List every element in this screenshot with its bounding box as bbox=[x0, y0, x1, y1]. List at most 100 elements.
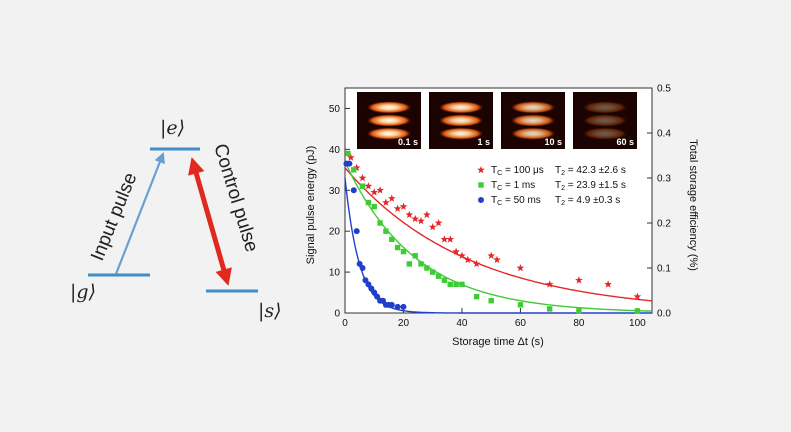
legend-marker-square bbox=[478, 182, 484, 188]
x-tick-label: 40 bbox=[456, 318, 468, 329]
data-point-square bbox=[377, 220, 383, 226]
data-point-star bbox=[376, 186, 384, 194]
data-point-star bbox=[405, 210, 414, 219]
control-pulse-arrow bbox=[188, 157, 232, 286]
inset-lobe bbox=[509, 127, 557, 140]
y-tick-label: 30 bbox=[329, 186, 341, 197]
data-point-star bbox=[364, 182, 373, 190]
data-point-circle bbox=[359, 265, 366, 271]
data-point-star bbox=[428, 223, 437, 231]
data-point-square bbox=[406, 261, 413, 267]
data-point-star bbox=[633, 292, 642, 300]
data-point-star bbox=[358, 174, 367, 182]
inset-label: 1 s bbox=[477, 137, 490, 147]
data-point-square bbox=[424, 265, 430, 271]
data-point-square bbox=[576, 308, 582, 314]
data-point-square bbox=[418, 261, 424, 267]
data-point-square bbox=[441, 277, 448, 283]
y-tick-label: 0 bbox=[334, 309, 340, 320]
data-point-star bbox=[440, 235, 449, 243]
data-point-star bbox=[411, 214, 419, 223]
data-point-square bbox=[359, 183, 366, 189]
data-point-circle bbox=[400, 303, 407, 310]
x-tick-label: 80 bbox=[573, 318, 585, 329]
inset-lobe bbox=[509, 101, 557, 114]
y2-tick-label: 0.3 bbox=[657, 174, 671, 185]
legend-marker-circle bbox=[478, 197, 484, 203]
data-point-star bbox=[393, 204, 402, 212]
level-e-label: |e⟩ bbox=[160, 117, 185, 139]
image-insets: 0.1 s 1 s 10 s 60 s bbox=[357, 92, 637, 149]
legend-entry: TC = 100 μs bbox=[491, 165, 544, 177]
inset-lobe bbox=[509, 114, 557, 127]
x-tick-label: 100 bbox=[629, 318, 646, 329]
data-point-star bbox=[464, 255, 472, 264]
data-point-star bbox=[452, 247, 460, 255]
inset-lobe bbox=[581, 114, 629, 127]
x-tick-label: 60 bbox=[515, 318, 527, 329]
x-tick-label: 0 bbox=[342, 318, 348, 329]
inset-lobe bbox=[365, 127, 413, 140]
inset-lobe bbox=[437, 127, 485, 140]
inset-image: 0.1 s bbox=[357, 92, 421, 149]
inset-image: 60 s bbox=[573, 92, 637, 149]
data-point-star bbox=[516, 264, 525, 272]
x-axis-label: Storage time Δt (s) bbox=[452, 336, 544, 348]
level-g-label: |g⟩ bbox=[70, 281, 96, 303]
y-tick-label: 50 bbox=[329, 104, 341, 115]
legend-entry: TC = 50 ms bbox=[491, 195, 541, 207]
y2-tick-label: 0.5 bbox=[657, 84, 671, 95]
data-point-circle bbox=[388, 301, 395, 308]
data-point-star bbox=[487, 251, 495, 259]
x-tick-label: 20 bbox=[398, 318, 410, 329]
y2-axis-label: Total storage efficiency (%) bbox=[687, 139, 699, 271]
data-point-star bbox=[399, 202, 408, 210]
inset-label: 60 s bbox=[616, 137, 634, 147]
data-point-square bbox=[394, 244, 401, 251]
axis-ticks: 0 20 40 60 80 100 0 10 20 30 40 50 0.0 0.1 0.2 0.3 0.4 0.… bbox=[329, 84, 671, 330]
data-point-circle bbox=[346, 160, 353, 167]
data-point-star bbox=[493, 255, 501, 264]
data-point-circle bbox=[394, 303, 401, 310]
fit-curve-star bbox=[344, 167, 653, 302]
y-tick-label: 40 bbox=[329, 145, 341, 156]
inset-lobe bbox=[437, 114, 485, 127]
data-point-star bbox=[458, 251, 466, 259]
data-point-square bbox=[345, 150, 351, 157]
legend-t2: T2 = 4.9 ±0.3 s bbox=[555, 195, 620, 207]
fit-curve-square bbox=[344, 161, 652, 312]
inset-image: 10 s bbox=[501, 92, 565, 149]
inset-lobe bbox=[581, 127, 629, 140]
data-point-square bbox=[412, 253, 418, 259]
legend-t2: T2 = 23.9 ±1.5 s bbox=[555, 180, 626, 192]
inset-label: 10 s bbox=[544, 137, 562, 147]
data-point-star bbox=[417, 217, 425, 225]
data-point-circle bbox=[350, 187, 357, 194]
data-point-square bbox=[488, 298, 494, 304]
data-point-square bbox=[473, 293, 480, 300]
data-point-star bbox=[434, 219, 443, 227]
data-point-square bbox=[351, 167, 357, 173]
data-point-square bbox=[400, 248, 407, 255]
y-tick-label: 10 bbox=[329, 268, 341, 279]
data-point-star bbox=[423, 210, 431, 219]
level-s-label: |s⟩ bbox=[258, 300, 282, 322]
data-point-star bbox=[347, 153, 355, 161]
data-point-circle bbox=[353, 228, 360, 235]
data-point-square bbox=[459, 281, 465, 288]
data-point-square bbox=[365, 199, 372, 206]
decay-chart: 0 20 40 60 80 100 0 10 20 30 40 50 0.0 0.1 0.2 0.3 0.4 0.… bbox=[305, 84, 699, 349]
data-point-square bbox=[389, 236, 395, 243]
y2-tick-label: 0.1 bbox=[657, 264, 671, 275]
legend-t2: T2 = 42.3 ±2.6 s bbox=[555, 165, 626, 177]
data-point-square bbox=[517, 302, 524, 308]
inset-label: 0.1 s bbox=[398, 137, 418, 147]
y2-tick-label: 0.2 bbox=[657, 219, 671, 230]
data-point-star bbox=[604, 280, 612, 288]
y-tick-label: 20 bbox=[329, 227, 341, 238]
y2-tick-label: 0.0 bbox=[657, 309, 671, 320]
level-diagram: |e⟩ |g⟩ |s⟩ Input pulse Control pulse bbox=[70, 117, 282, 322]
data-point-square bbox=[371, 203, 377, 210]
legend-entry: TC = 1 ms bbox=[491, 180, 535, 192]
data-points bbox=[343, 150, 642, 314]
